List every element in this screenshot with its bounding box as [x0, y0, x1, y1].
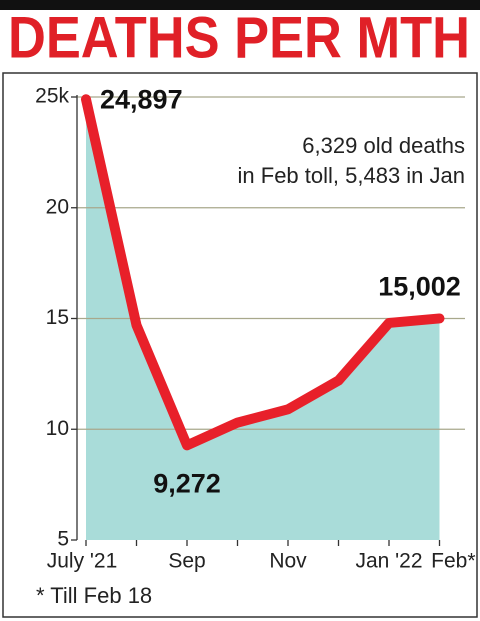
y-tick-label: 10: [46, 417, 69, 440]
annotation: 6,329 old deaths: [302, 133, 465, 158]
y-tick-label: 15: [46, 306, 69, 329]
y-tick-label: 25k: [35, 85, 69, 108]
x-tick-label: July '21: [47, 550, 118, 573]
value-label: 15,002: [378, 272, 461, 302]
y-tick-label: 5: [57, 528, 69, 551]
value-label: 9,272: [153, 469, 221, 499]
annotation: in Feb toll, 5,483 in Jan: [238, 163, 465, 188]
x-tick-label: Jan '22: [355, 550, 422, 573]
footnote: * Till Feb 18: [36, 583, 152, 608]
chart-title: DEATHS PER MTH: [8, 5, 470, 70]
value-label: 24,897: [100, 84, 183, 114]
y-tick-label: 20: [46, 195, 69, 218]
x-tick-label: Nov: [269, 550, 307, 573]
line: [81, 94, 445, 451]
frame: [2, 72, 478, 618]
x-tick-label: Sep: [168, 550, 205, 573]
top-bar: [0, 0, 480, 10]
x-tick-label: Feb*: [431, 550, 475, 573]
